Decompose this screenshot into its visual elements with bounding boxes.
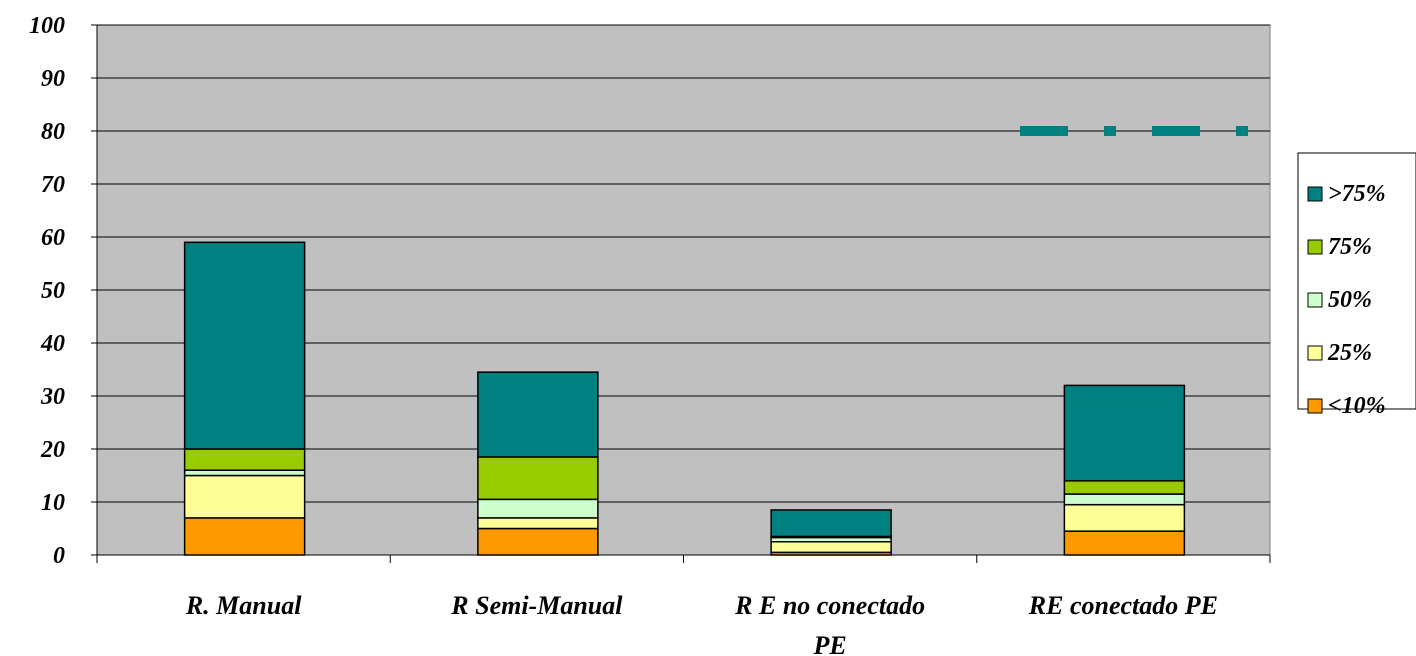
y-tick-label: 0 (53, 543, 65, 569)
bar-segment (770, 541, 892, 554)
bar-segment (477, 456, 599, 501)
category-labels: R. Manual R Semi-Manual R E no conectado PE… (185, 591, 1218, 656)
y-tick-label: 60 (41, 225, 65, 251)
bars (183, 241, 1186, 556)
reference-line-segment (1152, 126, 1200, 136)
reference-line-segment (1236, 126, 1248, 136)
bar-segment (477, 371, 599, 458)
legend-label: 75% (1328, 234, 1372, 260)
reference-line-segment (1104, 126, 1116, 136)
bar-segment (1063, 480, 1186, 495)
bar-segment (183, 474, 306, 519)
y-tick-label: 10 (41, 490, 65, 516)
legend-label: <10% (1328, 393, 1386, 419)
category-label: PE (813, 631, 847, 656)
reference-line-segment (1020, 126, 1068, 136)
y-tick-label: 20 (40, 437, 65, 463)
y-tick-labels: 0 10 20 30 40 50 60 70 80 90 100 (29, 13, 97, 569)
bar-segment (183, 448, 306, 471)
y-tick-label: 40 (40, 331, 65, 357)
y-tick-label: 90 (41, 66, 65, 92)
legend-swatch (1307, 398, 1323, 414)
bar-segment (770, 509, 892, 538)
legend: >75% 75% 50% 25% <10% (1297, 152, 1416, 419)
legend-label: >75% (1328, 181, 1386, 207)
y-tick-label: 50 (41, 278, 65, 304)
legend-swatch (1307, 186, 1323, 202)
category-label: R E no conectado (734, 591, 925, 620)
bar-segment (477, 527, 599, 556)
bar-segment (1063, 493, 1186, 506)
bar-segment (477, 498, 599, 519)
bar-segment (183, 469, 306, 477)
bar-segment (477, 517, 599, 530)
legend-label: 50% (1328, 287, 1372, 313)
bar-segment (1063, 503, 1186, 532)
y-tick-label: 100 (29, 13, 65, 39)
category-label: RE conectado PE (1028, 591, 1218, 620)
legend-swatch (1307, 345, 1323, 361)
legend-swatch (1307, 239, 1323, 255)
reference-line-80 (1020, 126, 1248, 136)
y-tick-label: 30 (40, 384, 65, 410)
legend-label: 25% (1327, 340, 1372, 366)
bar-segment (183, 517, 306, 556)
y-tick-label: 70 (41, 172, 65, 198)
bar-segment (1063, 384, 1186, 482)
category-label: R Semi-Manual (450, 591, 623, 620)
legend-swatch (1307, 292, 1323, 308)
bar-segment (1063, 530, 1186, 556)
y-tick-label: 80 (41, 119, 65, 145)
category-label: R. Manual (185, 591, 302, 620)
bar-segment (183, 241, 306, 450)
